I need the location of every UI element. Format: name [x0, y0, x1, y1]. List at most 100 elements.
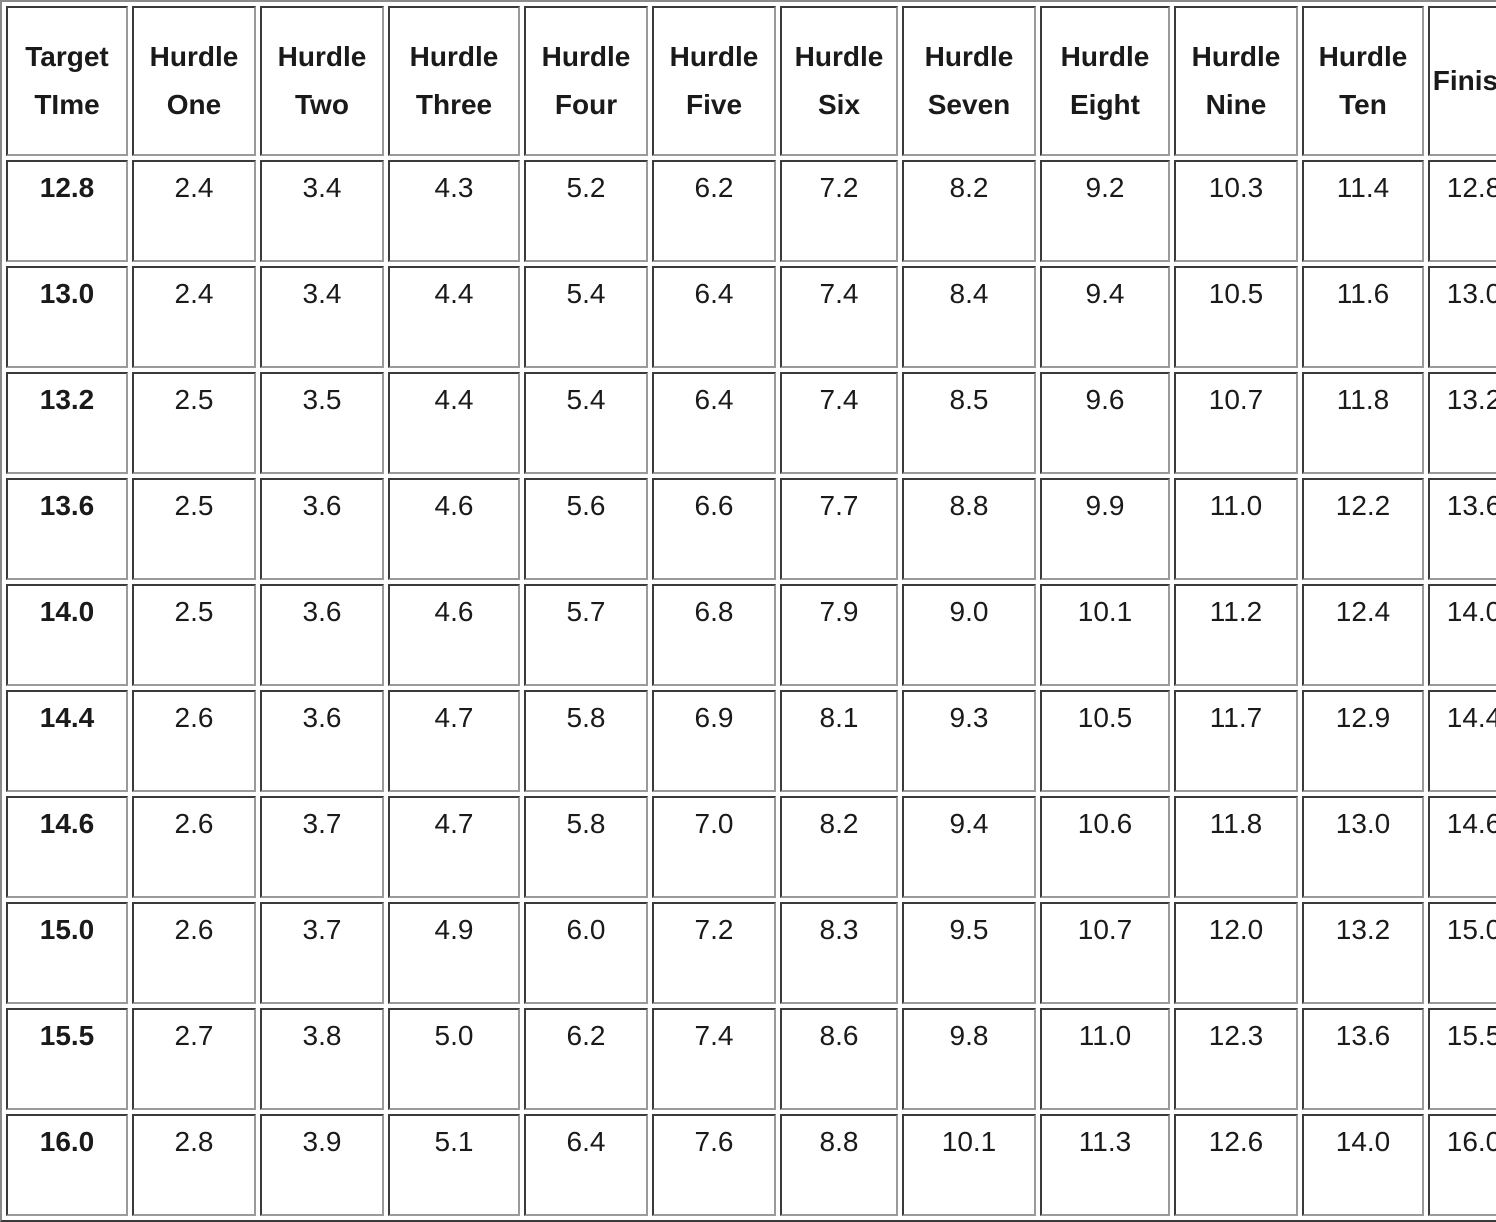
column-header: Hurdle Five: [652, 6, 776, 156]
column-header-line: Two: [295, 89, 349, 120]
split-time-cell: 4.3: [388, 160, 520, 262]
column-header-line: Target: [25, 41, 109, 72]
column-header: Hurdle Nine: [1174, 6, 1298, 156]
column-header-line: Eight: [1070, 89, 1140, 120]
split-time-cell: 8.6: [780, 1008, 898, 1110]
split-time-cell: 15.5: [1428, 1008, 1496, 1110]
split-time-cell: 7.4: [780, 266, 898, 368]
split-time-cell: 8.1: [780, 690, 898, 792]
split-time-cell: 13.0: [1428, 266, 1496, 368]
split-time-cell: 4.4: [388, 372, 520, 474]
split-time-cell: 7.6: [652, 1114, 776, 1216]
split-time-cell: 13.2: [1428, 372, 1496, 474]
split-time-cell: 12.2: [1302, 478, 1424, 580]
target-time-cell: 14.6: [6, 796, 128, 898]
split-time-cell: 14.4: [1428, 690, 1496, 792]
split-time-cell: 6.0: [524, 902, 648, 1004]
split-time-cell: 11.4: [1302, 160, 1424, 262]
column-header-line: Hurdle: [277, 41, 367, 72]
split-time-cell: 10.3: [1174, 160, 1298, 262]
split-time-cell: 12.6: [1174, 1114, 1298, 1216]
split-time-cell: 8.8: [902, 478, 1036, 580]
split-time-cell: 9.6: [1040, 372, 1170, 474]
table-body: 12.8 2.4 3.4 4.3 5.2 6.2 7.2 8.2 9.2 10.3 11.4 12.8…: [6, 160, 1496, 1216]
split-time-cell: 2.6: [132, 690, 256, 792]
split-time-cell: 5.8: [524, 796, 648, 898]
split-time-cell: 4.7: [388, 690, 520, 792]
column-header-line: Three: [415, 89, 493, 120]
split-time-cell: 6.4: [524, 1114, 648, 1216]
table-row: 14.6 2.6 3.7 4.7 5.8 7.0 8.2 9.4 10.6 11.8 13.0 14.…: [6, 796, 1496, 898]
split-time-cell: 13.6: [1302, 1008, 1424, 1110]
column-header: Hurdle Three: [388, 6, 520, 156]
table-row: 15.5 2.7 3.8 5.0 6.2 7.4 8.6 9.8 11.0 12.3 13.6 15.…: [6, 1008, 1496, 1110]
table-header: Target TIme Hurdle One Hurdle Two Hurdle Three H…: [6, 6, 1496, 156]
split-time-cell: 2.8: [132, 1114, 256, 1216]
split-time-cell: 2.6: [132, 796, 256, 898]
table-row: 13.0 2.4 3.4 4.4 5.4 6.4 7.4 8.4 9.4 10.5 11.6 13.0: [6, 266, 1496, 368]
target-time-cell: 14.4: [6, 690, 128, 792]
split-time-cell: 8.3: [780, 902, 898, 1004]
split-time-cell: 3.6: [260, 690, 384, 792]
column-header-line: Hurdle: [1318, 41, 1408, 72]
split-time-cell: 11.6: [1302, 266, 1424, 368]
split-time-cell: 5.7: [524, 584, 648, 686]
column-header: Finish: [1428, 6, 1496, 156]
table-row: 14.4 2.6 3.6 4.7 5.8 6.9 8.1 9.3 10.5 11.7 12.9 14.…: [6, 690, 1496, 792]
target-time-cell: 16.0: [6, 1114, 128, 1216]
target-time-cell: 15.5: [6, 1008, 128, 1110]
split-time-cell: 5.4: [524, 266, 648, 368]
split-time-cell: 2.4: [132, 266, 256, 368]
split-time-cell: 10.1: [902, 1114, 1036, 1216]
split-time-cell: 4.4: [388, 266, 520, 368]
column-header-line: Hurdle: [1060, 41, 1150, 72]
split-time-cell: 3.8: [260, 1008, 384, 1110]
split-time-cell: 3.6: [260, 478, 384, 580]
split-time-cell: 14.0: [1302, 1114, 1424, 1216]
split-time-cell: 4.9: [388, 902, 520, 1004]
split-time-cell: 12.8: [1428, 160, 1496, 262]
split-time-cell: 9.2: [1040, 160, 1170, 262]
split-time-cell: 11.8: [1302, 372, 1424, 474]
column-header-line: Five: [685, 89, 743, 120]
column-header: Hurdle One: [132, 6, 256, 156]
split-time-cell: 11.0: [1040, 1008, 1170, 1110]
column-header: Hurdle Two: [260, 6, 384, 156]
split-time-cell: 11.2: [1174, 584, 1298, 686]
column-header-line: Seven: [927, 89, 1011, 120]
split-time-cell: 9.8: [902, 1008, 1036, 1110]
column-header-line: Four: [554, 89, 618, 120]
column-header: Target TIme: [6, 6, 128, 156]
split-time-cell: 5.4: [524, 372, 648, 474]
split-time-cell: 6.9: [652, 690, 776, 792]
split-time-cell: 10.5: [1040, 690, 1170, 792]
split-time-cell: 3.9: [260, 1114, 384, 1216]
target-time-cell: 13.2: [6, 372, 128, 474]
table-row: 12.8 2.4 3.4 4.3 5.2 6.2 7.2 8.2 9.2 10.3 11.4 12.8: [6, 160, 1496, 262]
split-time-cell: 9.4: [902, 796, 1036, 898]
target-time-cell: 15.0: [6, 902, 128, 1004]
column-header-line: Ten: [1339, 89, 1387, 120]
split-time-cell: 12.0: [1174, 902, 1298, 1004]
split-time-cell: 7.9: [780, 584, 898, 686]
split-time-cell: 6.8: [652, 584, 776, 686]
split-time-cell: 4.6: [388, 584, 520, 686]
split-time-cell: 2.4: [132, 160, 256, 262]
column-header-line: Nine: [1205, 89, 1267, 120]
split-time-cell: 7.7: [780, 478, 898, 580]
split-time-cell: 9.9: [1040, 478, 1170, 580]
table-row: 13.2 2.5 3.5 4.4 5.4 6.4 7.4 8.5 9.6 10.7 11.8 13.2: [6, 372, 1496, 474]
split-time-cell: 5.6: [524, 478, 648, 580]
split-time-cell: 6.6: [652, 478, 776, 580]
split-time-cell: 4.7: [388, 796, 520, 898]
split-time-cell: 3.7: [260, 796, 384, 898]
split-time-cell: 13.6: [1428, 478, 1496, 580]
split-time-cell: 6.4: [652, 266, 776, 368]
table-row: 13.6 2.5 3.6 4.6 5.6 6.6 7.7 8.8 9.9 11.0 12.2 13.6: [6, 478, 1496, 580]
split-time-cell: 8.5: [902, 372, 1036, 474]
column-header-line: Finish: [1432, 65, 1496, 96]
split-time-cell: 9.4: [1040, 266, 1170, 368]
split-time-cell: 15.0: [1428, 902, 1496, 1004]
split-time-cell: 7.4: [780, 372, 898, 474]
split-time-cell: 8.8: [780, 1114, 898, 1216]
